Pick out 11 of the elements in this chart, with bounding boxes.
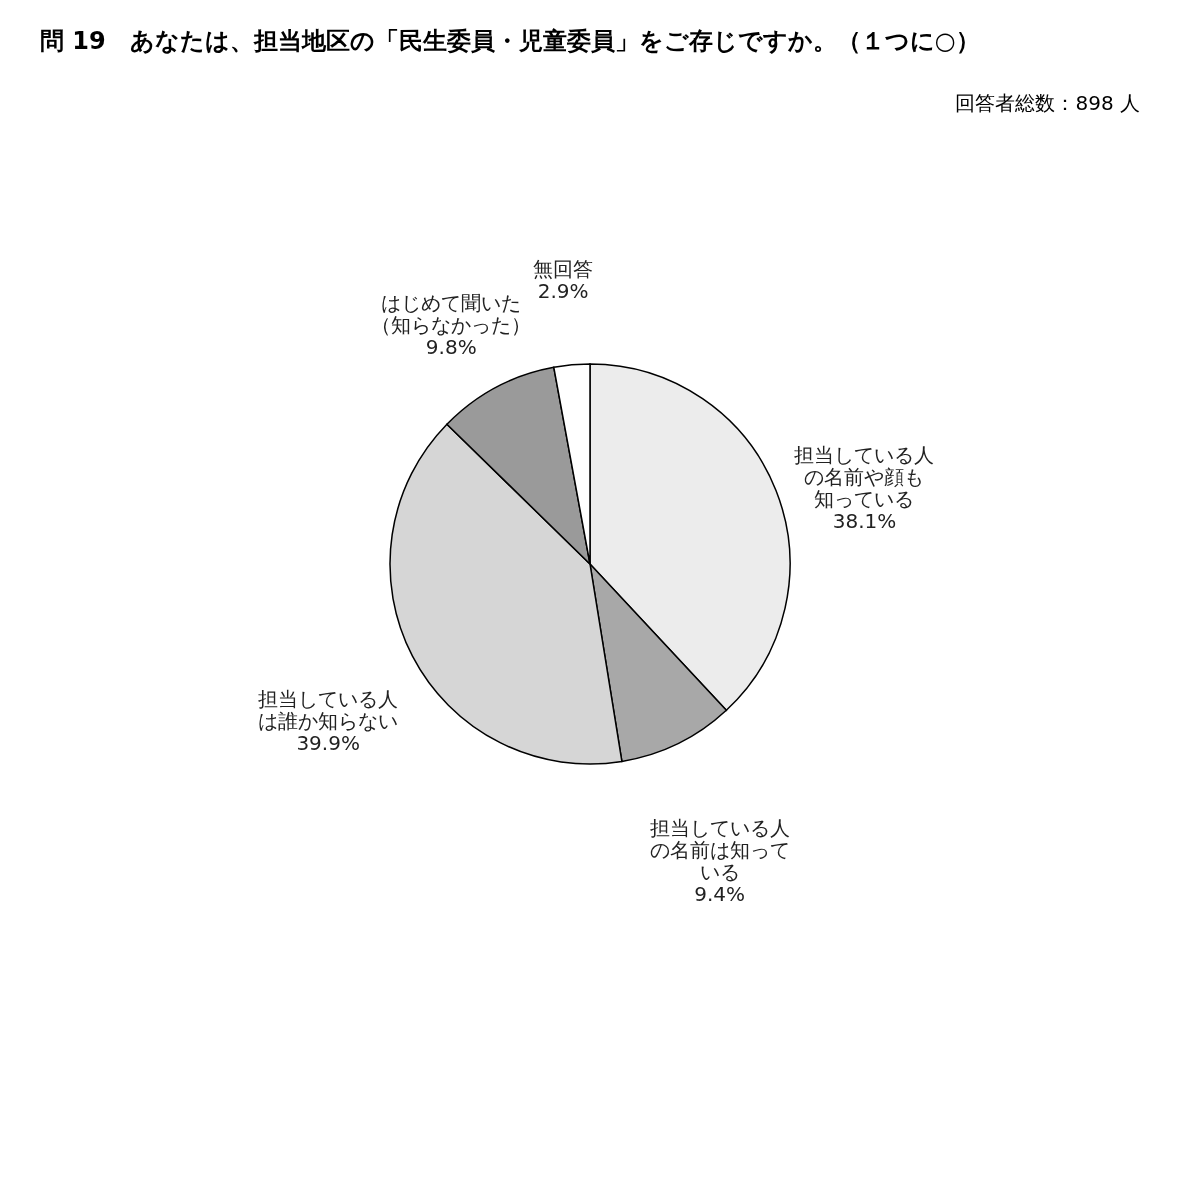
slice-label: 無回答 [533, 257, 594, 282]
chart-title: 問 19 あなたは、担当地区の「民生委員・児童委員」をご存じですか。（１つに○） [40, 27, 980, 55]
slice-label: 担当している人の名前は知っている [649, 815, 790, 884]
text: 回答者総数：898 人 [955, 91, 1140, 115]
data-label: 9.4% [694, 881, 746, 906]
slice-label: 担当している人の名前や顔も知っている [794, 442, 935, 511]
slice-label: はじめて聞いた（知らなかった） [371, 290, 532, 337]
data-label: 38.1% [832, 508, 897, 533]
data-label: 39.9% [296, 730, 360, 755]
slice-label: 担当している人は誰か知らない [258, 686, 399, 733]
data-label: 2.9% [537, 279, 589, 304]
